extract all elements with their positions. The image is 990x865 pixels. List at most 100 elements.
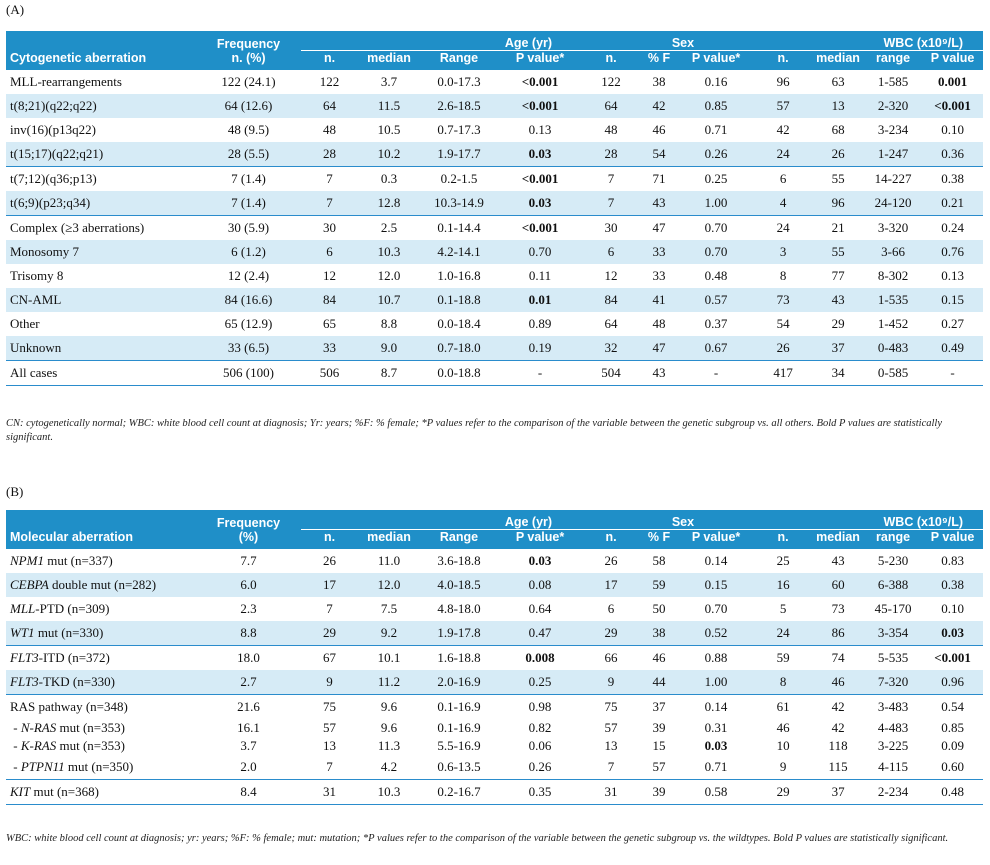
header-wbc: WBC (x10⁹/L)	[883, 36, 964, 50]
table-cell: 30	[301, 215, 358, 240]
table-cell: 29	[301, 621, 358, 646]
table-cell: 47	[640, 336, 679, 361]
label-prefix: RAS pathway (n=348)	[10, 699, 128, 714]
table-cell: 75	[301, 694, 358, 719]
table-cell: 0.03	[704, 738, 728, 753]
row-label: t(6;9)(p23;q34)	[6, 191, 196, 216]
label-gene: NPM1	[10, 553, 44, 568]
table-cell: 9.2	[358, 621, 420, 646]
table-cell: 12.8	[358, 191, 420, 216]
table-cell: 4-483	[877, 720, 909, 735]
table-cell: 65	[323, 316, 336, 331]
header-age: Age (yr)	[504, 36, 553, 50]
table-cell: 4.2-14.1	[420, 240, 498, 264]
table-cell: 18.0	[196, 645, 301, 670]
table-cell: 55	[812, 166, 865, 191]
row-label: Unknown	[6, 336, 196, 361]
label-gene: FLT3	[10, 674, 39, 689]
table-cell: 17	[301, 573, 358, 597]
table-cell: 24	[754, 142, 813, 167]
table-cell: 3-354	[864, 621, 923, 646]
table-cell: 73	[831, 601, 845, 616]
table-row: Unknown 33 (6.5) 33 9.0 0.7-18.0 0.19 32 47 0.67…	[6, 336, 984, 361]
table-cell: 48 (9.5)	[227, 122, 270, 137]
table-row: - PTPN11 mut (n=350) 2.0 7 4.2 0.6-13.5 0.26 7…	[6, 755, 983, 780]
header-col: P value*	[498, 529, 583, 549]
table-cell: 84	[301, 288, 358, 312]
table-cell: 9.6	[380, 720, 398, 735]
table-cell: 48	[323, 122, 336, 137]
table-cell: 12	[323, 268, 336, 283]
header-col: P value	[922, 50, 984, 70]
header-col: range	[864, 529, 923, 549]
table-cell: 57	[604, 720, 618, 735]
table-cell: 1.6-18.8	[420, 645, 498, 670]
table-cell: 16	[754, 573, 813, 597]
table-cell: 33	[640, 240, 679, 264]
label-suffix: mut (n=353)	[56, 738, 125, 753]
label-suffix: mut (n=330)	[34, 625, 104, 640]
table-cell: 2-320	[864, 94, 923, 118]
table-row: WT1 mut (n=330) 8.8 29 9.2 1.9-17.8 0.47 29 38 0…	[6, 621, 984, 646]
table-cell: 48	[604, 122, 618, 137]
table-cell: 0-483	[864, 336, 923, 361]
table-cell: 38	[640, 621, 679, 646]
table-cell: 5-535	[864, 645, 923, 670]
table-row: Other 65 (12.9) 65 8.8 0.0-18.4 0.89 64 48 0.37 5…	[6, 312, 983, 336]
label-gene: N-RAS	[20, 720, 57, 735]
table-cell: 0.83	[941, 553, 964, 568]
table-cell: 7 (1.4)	[196, 191, 301, 216]
table-cell: 9	[301, 670, 358, 695]
table-cell: 0.85	[678, 94, 755, 118]
table-cell: 26	[323, 553, 336, 568]
row-label: - N-RAS mut (n=353)	[6, 719, 196, 737]
table-cell: 24	[754, 621, 813, 646]
table-cell: 0.67	[678, 336, 755, 361]
table-row: inv(16)(p13q22) 48 (9.5) 48 10.5 0.7-17.3 0.1…	[6, 118, 983, 142]
header-col: % F	[640, 529, 679, 549]
table-cell: 4.8-18.0	[437, 601, 481, 616]
table-cell: 75	[582, 694, 641, 719]
table-cell: 7.5	[380, 601, 398, 616]
header-col: Range	[420, 50, 498, 70]
table-cell: 63	[831, 74, 845, 89]
table-cell: 84	[582, 288, 641, 312]
table-a-body: MLL-rearrangements 122 (24.1) 122 3.7 0.0-17…	[6, 70, 984, 386]
table-row: FLT3-ITD (n=372) 18.0 67 10.1 1.6-18.8 0.008 6…	[6, 645, 984, 670]
header-col: P value*	[678, 50, 755, 70]
table-cell: 46	[640, 645, 679, 670]
table-cell: 12.0	[377, 268, 401, 283]
table-cell: 5.5-16.9	[437, 738, 481, 753]
table-cell: 10.2	[358, 142, 420, 167]
table-cell: 0.64	[528, 601, 552, 616]
table-cell: 504	[582, 360, 641, 386]
table-cell: 0.89	[528, 316, 552, 331]
header-col: n.	[777, 529, 789, 544]
header-wbc: WBC (x10⁹/L)	[883, 515, 964, 529]
table-cell: 0.98	[498, 694, 583, 719]
table-cell: 0.3	[358, 166, 420, 191]
table-b-body: NPM1 mut (n=337) 7.7 26 11.0 3.6-18.8 0.03 26 5…	[6, 549, 984, 805]
header-col: range	[864, 50, 923, 70]
table-cell: 10.3	[358, 779, 420, 805]
table-cell: 0.1-16.9	[437, 720, 481, 735]
table-row: KIT mut (n=368) 8.4 31 10.3 0.2-16.7 0.35 31 39…	[6, 779, 984, 805]
table-cell: 4.0-18.5	[420, 573, 498, 597]
table-cell: 0.21	[922, 191, 984, 216]
row-label: All cases	[6, 360, 196, 386]
table-cell: 0.70	[678, 240, 755, 264]
table-cell: 3.7	[240, 738, 257, 753]
header-col: Cytogenetic aberration	[10, 50, 147, 65]
table-cell: 8	[779, 268, 787, 283]
table-cell: 11.0	[377, 553, 401, 568]
table-cell: 0.0-18.4	[437, 316, 481, 331]
table-cell: 9.0	[358, 336, 420, 361]
table-cell: 122 (24.1)	[221, 74, 276, 89]
table-cell: 7-320	[864, 670, 923, 695]
table-cell: 10.5	[377, 122, 401, 137]
table-cell: 74	[812, 645, 865, 670]
table-cell: 5	[779, 601, 787, 616]
table-cell: 0.52	[678, 621, 755, 646]
table-cell: <0.001	[922, 94, 984, 118]
table-cell: 0.85	[941, 720, 964, 735]
